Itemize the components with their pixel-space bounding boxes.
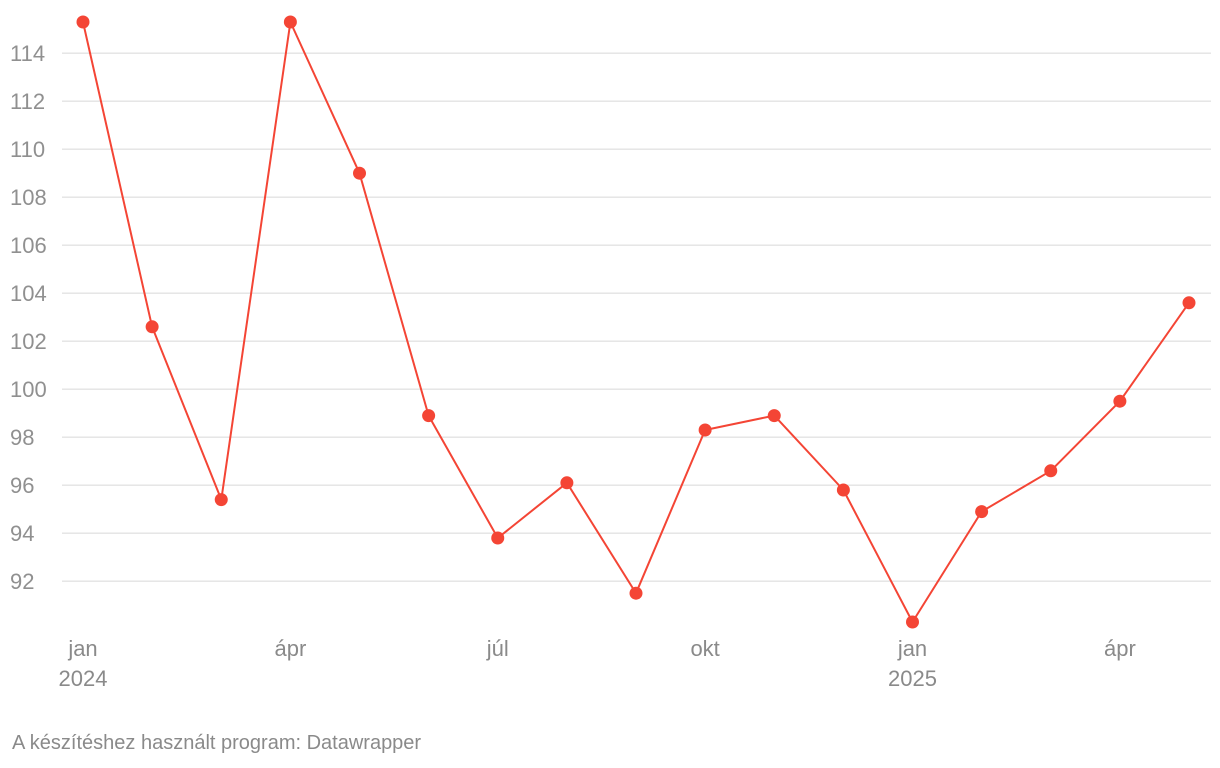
y-tick-label: 110 xyxy=(10,137,45,162)
chart-credit: A készítéshez használt program: Datawrap… xyxy=(12,732,422,754)
data-points xyxy=(76,15,1196,629)
data-point xyxy=(76,15,90,29)
data-point xyxy=(1182,296,1196,310)
data-point xyxy=(145,320,159,334)
data-point xyxy=(629,586,643,600)
data-point xyxy=(560,476,574,490)
y-tick-label: 100 xyxy=(10,377,47,402)
x-tick-year-label: 2024 xyxy=(59,666,108,691)
x-tick-label: jan xyxy=(67,636,97,661)
data-point xyxy=(767,409,781,423)
x-axis-tick-labels: jan 2024 ápr júl okt jan 2025 ápr xyxy=(59,636,1136,691)
x-tick-label: ápr xyxy=(274,636,306,661)
data-point xyxy=(491,531,505,545)
y-tick-label: 98 xyxy=(10,425,34,450)
data-point xyxy=(836,483,850,497)
y-tick-label: 92 xyxy=(10,569,34,594)
x-tick-year-label: 2025 xyxy=(888,666,937,691)
data-point xyxy=(1044,464,1058,478)
data-point xyxy=(353,166,366,180)
x-tick-label: jan xyxy=(897,636,927,661)
y-axis-tick-labels: 92 94 96 98 100 102 104 106 108 110 112 114 xyxy=(10,41,47,594)
line-chart: 92 94 96 98 100 102 104 106 108 110 112 114 jan 2024… xyxy=(10,15,1211,691)
series-line-group xyxy=(82,21,1190,623)
gridlines xyxy=(62,52,1211,582)
data-point xyxy=(1113,394,1127,408)
data-point xyxy=(698,423,712,437)
y-tick-label: 96 xyxy=(10,473,34,498)
data-point xyxy=(283,15,297,29)
x-tick-label: ápr xyxy=(1104,636,1136,661)
data-point xyxy=(975,505,989,519)
y-tick-label: 108 xyxy=(10,185,47,210)
data-point xyxy=(906,615,919,629)
data-point xyxy=(214,493,228,507)
y-tick-label: 102 xyxy=(10,329,47,354)
data-point xyxy=(422,409,436,423)
series-line xyxy=(82,21,1190,623)
x-tick-label: okt xyxy=(690,636,719,661)
y-tick-label: 94 xyxy=(10,521,34,546)
y-tick-label: 106 xyxy=(10,233,47,258)
x-tick-label: júl xyxy=(486,636,509,661)
y-tick-label: 104 xyxy=(10,281,47,306)
y-tick-label: 114 xyxy=(10,41,45,66)
y-tick-label: 112 xyxy=(10,89,45,114)
